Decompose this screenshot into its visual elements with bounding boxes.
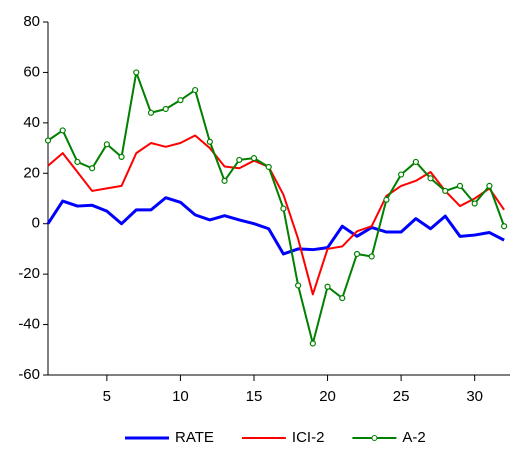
- y-tick-label: -60: [18, 366, 40, 383]
- y-tick-label: 40: [23, 114, 40, 131]
- series-line: [47, 134, 505, 296]
- series-line: [47, 71, 506, 345]
- point: [74, 158, 81, 166]
- point: [295, 282, 302, 289]
- x-tick-label: 15: [246, 388, 263, 405]
- point: [353, 250, 361, 258]
- point: [236, 156, 243, 164]
- y-tick-label: 80: [23, 13, 40, 30]
- point: [486, 182, 493, 189]
- point: [368, 253, 375, 260]
- point: [133, 69, 140, 76]
- point: [162, 105, 169, 113]
- x-tick-label: 10: [172, 388, 189, 405]
- point: [192, 86, 199, 94]
- legend-label: A-2: [402, 429, 425, 446]
- point: [177, 97, 184, 104]
- x-tick-label: 25: [393, 388, 410, 405]
- point: [44, 137, 52, 144]
- x-tick-label: 5: [103, 388, 111, 405]
- x-tick-label: 20: [319, 388, 336, 405]
- point: [456, 182, 464, 189]
- point: [89, 165, 96, 172]
- point: [398, 171, 405, 178]
- point: [412, 158, 419, 166]
- point: [206, 138, 213, 145]
- y-tick-label: 0: [32, 215, 40, 232]
- point: [501, 223, 508, 230]
- series-line: [46, 196, 505, 256]
- point: [103, 141, 110, 148]
- point: [280, 205, 287, 212]
- legend-label: ICI-2: [292, 429, 325, 446]
- point: [309, 340, 316, 347]
- point: [471, 200, 478, 207]
- y-tick-label: -20: [18, 265, 40, 282]
- point: [250, 155, 258, 162]
- point: [339, 294, 346, 302]
- legend-marker: [371, 435, 378, 441]
- point: [324, 283, 331, 290]
- point: [147, 109, 155, 116]
- y-tick-label: -40: [18, 316, 40, 333]
- point: [442, 187, 449, 195]
- point: [118, 153, 125, 160]
- y-tick-label: 20: [23, 164, 40, 181]
- point: [221, 177, 228, 184]
- point: [59, 127, 66, 134]
- x-tick-label: 30: [466, 388, 483, 405]
- point: [265, 163, 272, 171]
- legend-label: RATE: [175, 429, 214, 446]
- point: [383, 196, 390, 203]
- y-tick-label: 60: [23, 63, 40, 80]
- point: [427, 175, 434, 182]
